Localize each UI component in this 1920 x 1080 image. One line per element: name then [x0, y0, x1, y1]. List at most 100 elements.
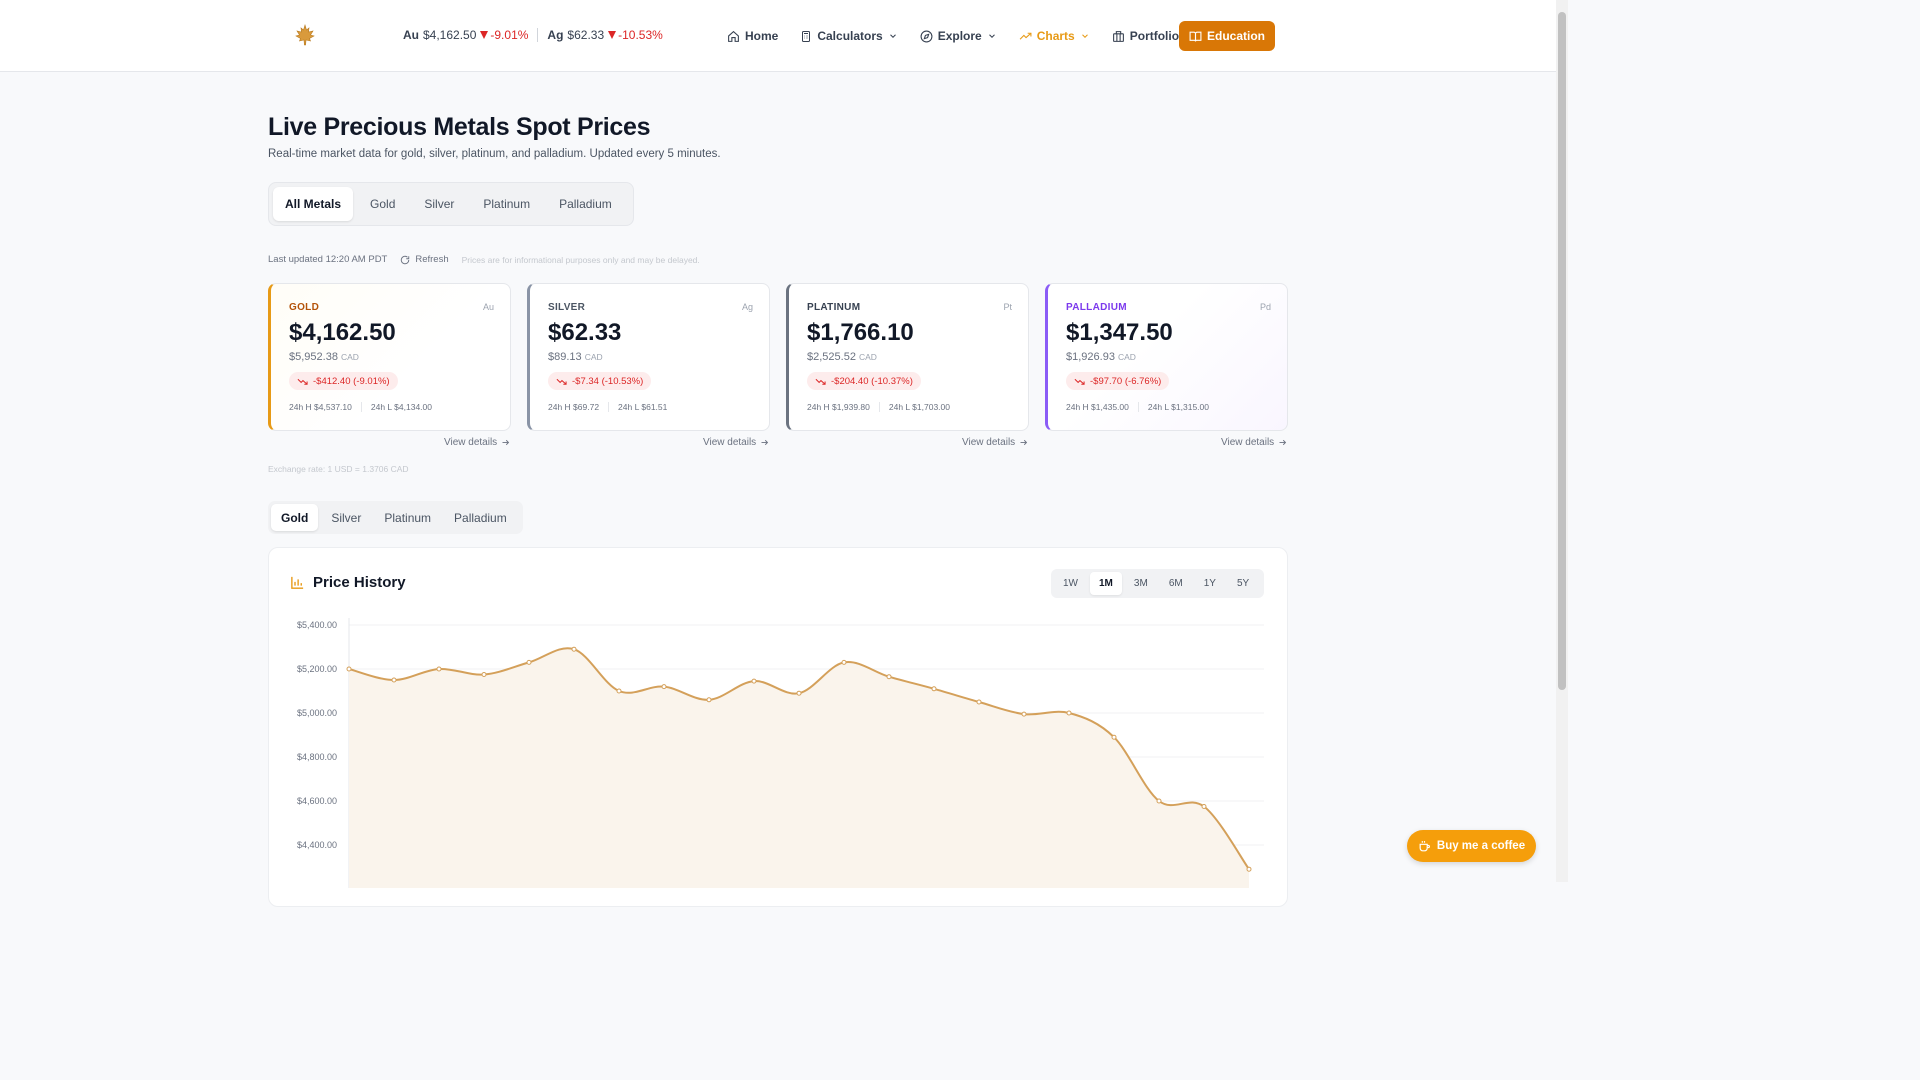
card-metal-name: GOLD: [289, 302, 320, 313]
card-cad-price: $2,525.52 CAD: [807, 351, 877, 363]
scrollbar-thumb[interactable]: [1558, 12, 1566, 690]
range-1m[interactable]: 1M: [1090, 572, 1122, 595]
silver-price-card[interactable]: SILVER Ag $62.33 $89.13 CAD -$7.34 (-10.…: [527, 283, 770, 431]
card-change-badge: -$7.34 (-10.53%): [548, 372, 652, 390]
nav-portfolio[interactable]: Portfolio: [1112, 29, 1179, 43]
gold-view-details-link[interactable]: View details: [444, 437, 510, 448]
data-point[interactable]: [1066, 710, 1072, 716]
data-point[interactable]: [571, 646, 577, 652]
card-change-value: -$97.70: [1090, 375, 1123, 387]
chevron-down-icon: [988, 34, 995, 38]
card-24h-high: 24h H $4,537.10: [289, 402, 352, 412]
data-point[interactable]: [751, 678, 757, 684]
buy-me-a-coffee-button[interactable]: Buy me a coffee: [1407, 830, 1536, 862]
card-symbol: Pt: [1003, 302, 1012, 312]
arrow-right-icon: [502, 439, 510, 446]
data-point[interactable]: [436, 666, 442, 672]
main-nav: Home Calculators Explore Charts Portfoli…: [727, 21, 1201, 51]
y-tick-label: $4,800.00: [297, 752, 337, 762]
data-point[interactable]: [796, 690, 802, 696]
trending-down-icon: [297, 378, 308, 385]
data-point[interactable]: [1111, 734, 1117, 740]
range-3m[interactable]: 3M: [1133, 578, 1148, 589]
tab-silver[interactable]: Silver: [424, 197, 455, 211]
y-tick-label: $5,200.00: [297, 664, 337, 674]
nav-charts[interactable]: Charts: [1019, 29, 1090, 43]
card-metal-name: SILVER: [548, 302, 586, 313]
down-triangle-icon: [608, 31, 617, 39]
data-point[interactable]: [391, 677, 397, 683]
nav-home[interactable]: Home: [727, 29, 778, 43]
data-point[interactable]: [886, 674, 892, 680]
data-point[interactable]: [841, 659, 847, 665]
y-tick-label: $4,600.00: [297, 796, 337, 806]
arrow-right-icon: [1020, 439, 1028, 446]
card-24h-low: 24h L $61.51: [618, 402, 668, 412]
top-header: Au $4,162.50 -9.01% Ag $62.33 -10.53% Ho…: [0, 0, 1556, 72]
last-updated-text: Last updated 12:20 AM PDT: [268, 254, 388, 265]
data-point[interactable]: [346, 666, 352, 672]
data-point[interactable]: [1021, 711, 1027, 717]
palladium-price-card[interactable]: PALLADIUM Pd $1,347.50 $1,926.93 CAD -$9…: [1045, 283, 1288, 431]
price-history-title-text: Price History: [313, 574, 406, 591]
card-change-value: -$412.40: [313, 375, 351, 387]
range-1y[interactable]: 1Y: [1203, 578, 1216, 589]
nav-explore[interactable]: Explore: [920, 29, 997, 43]
ticker-silver-change: -10.53%: [608, 28, 663, 42]
education-button[interactable]: Education: [1179, 21, 1275, 51]
data-point[interactable]: [616, 688, 622, 694]
status-bar: Last updated 12:20 AM PDT Refresh Prices…: [268, 254, 700, 265]
card-symbol: Pd: [1259, 302, 1271, 312]
nav-calculators[interactable]: Calculators: [800, 29, 897, 43]
scrollbar[interactable]: [1556, 0, 1568, 882]
chart-tab-silver[interactable]: Silver: [331, 510, 362, 525]
data-point[interactable]: [976, 699, 982, 705]
bar-chart-icon: [291, 576, 304, 589]
data-point[interactable]: [481, 672, 487, 677]
card-cad-price: $89.13 CAD: [548, 351, 603, 363]
data-point[interactable]: [706, 697, 712, 703]
disclaimer-text: Prices are for informational purposes on…: [461, 254, 700, 265]
ticker-gold-price: $4,162.50: [423, 28, 477, 42]
refresh-button[interactable]: Refresh: [400, 254, 449, 265]
tab-palladium[interactable]: Palladium: [559, 197, 612, 211]
data-point[interactable]: [661, 684, 667, 690]
card-change-pct: (-10.53%): [601, 375, 644, 387]
tab-all-metals[interactable]: All Metals: [273, 187, 354, 221]
card-change-value: -$204.40: [831, 375, 869, 387]
range-6m[interactable]: 6M: [1168, 578, 1183, 589]
silver-view-details-link[interactable]: View details: [703, 437, 769, 448]
divider: [608, 402, 610, 412]
data-point[interactable]: [1246, 866, 1252, 872]
home-icon: [728, 30, 739, 42]
card-metal-name: PALLADIUM: [1066, 302, 1127, 313]
chart-tab-gold[interactable]: Gold: [271, 504, 319, 531]
data-point[interactable]: [526, 659, 532, 665]
range-1w[interactable]: 1W: [1063, 578, 1078, 589]
chart-tab-platinum[interactable]: Platinum: [384, 510, 432, 525]
card-cad-value: $2,525.52: [807, 351, 856, 363]
price-history-chart[interactable]: $5,400.00 $5,200.00 $5,000.00 $4,800.00 $4,6…: [269, 548, 1289, 888]
down-triangle-icon: [480, 31, 489, 39]
data-point[interactable]: [1156, 798, 1162, 804]
trending-down-icon: [1074, 378, 1085, 385]
range-5y[interactable]: 5Y: [1236, 578, 1250, 589]
card-price: $4,162.50: [289, 319, 396, 346]
platinum-view-details-link[interactable]: View details: [962, 437, 1028, 448]
tab-platinum[interactable]: Platinum: [483, 197, 531, 211]
data-point[interactable]: [1201, 804, 1207, 809]
price-ticker: Au $4,162.50 -9.01% Ag $62.33 -10.53%: [403, 28, 663, 42]
card-cad-unit: CAD: [584, 352, 603, 362]
card-symbol: Ag: [741, 302, 753, 312]
platinum-price-card[interactable]: PLATINUM Pt $1,766.10 $2,525.52 CAD -$20…: [786, 283, 1029, 431]
data-point[interactable]: [931, 686, 937, 692]
maple-leaf-logo-icon[interactable]: [292, 23, 318, 49]
card-price: $1,766.10: [807, 319, 914, 346]
nav-explore-label: Explore: [937, 29, 982, 43]
gold-price-card[interactable]: GOLD Au $4,162.50 $5,952.38 CAD -$412.40…: [268, 283, 511, 431]
palladium-view-details-link[interactable]: View details: [1221, 437, 1287, 448]
card-high-low: 24h H $4,537.10 24h L $4,134.00: [289, 402, 432, 412]
chart-tab-palladium[interactable]: Palladium: [454, 510, 507, 525]
ticker-silver-change-text: -10.53%: [618, 28, 663, 42]
tab-gold[interactable]: Gold: [370, 197, 396, 211]
